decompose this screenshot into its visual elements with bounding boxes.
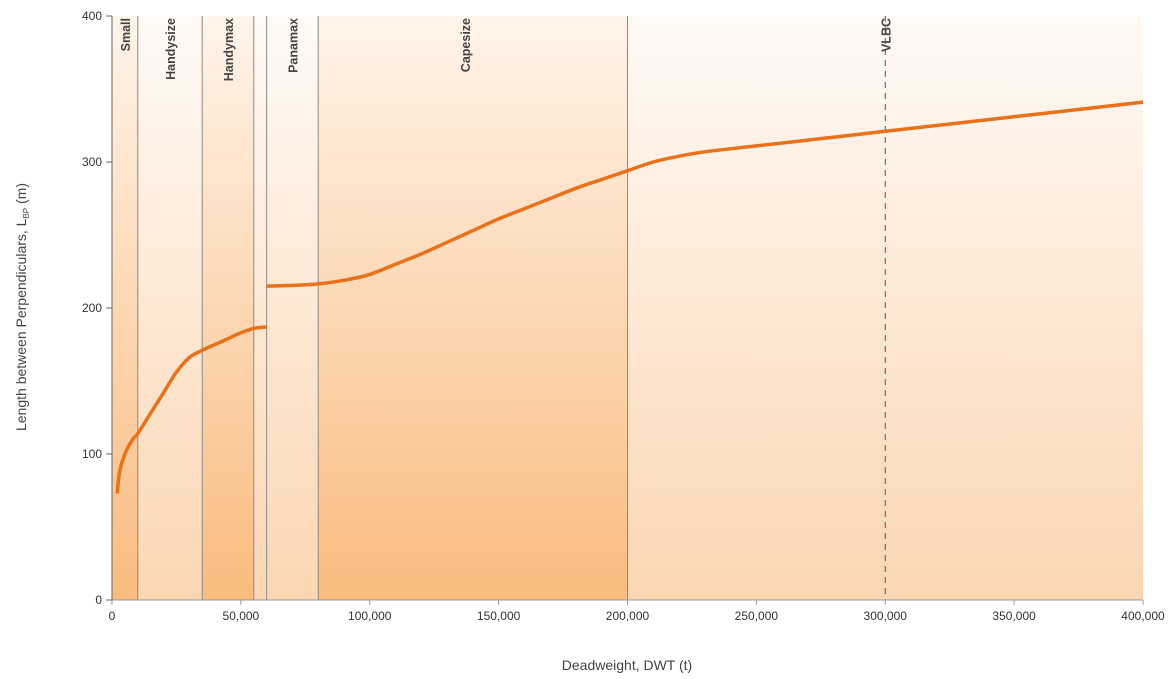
x-tick-label-400000: 400,000 (1121, 609, 1165, 623)
band-region-5 (318, 16, 628, 600)
x-tick-label-0: 0 (109, 609, 116, 623)
axes: 0 100 200 300 400 0 50,000 100,000 150,000 200,00… (82, 9, 1165, 623)
x-tick-label-250000: 250,000 (735, 609, 779, 623)
x-tick-label-100000: 100,000 (348, 609, 392, 623)
y-axis-title-main: Length between Perpendiculars, L (13, 218, 29, 431)
x-tick-label-350000: 350,000 (992, 609, 1036, 623)
band-label-handysize: Handysize (164, 18, 178, 80)
size-bands (112, 16, 1143, 600)
band-region-3 (253, 16, 267, 600)
x-axis-title: Deadweight, DWT (t) (562, 657, 692, 673)
x-tick-label-50000: 50,000 (223, 609, 260, 623)
band-labels: Small Handysize Handymax Panamax Capesize VLB… (119, 18, 893, 81)
y-axis-title-unit: (m) (13, 183, 29, 208)
x-tick-label-150000: 150,000 (477, 609, 521, 623)
series-line-0-segment-1 (266, 100, 1144, 288)
band-region-7 (885, 16, 1143, 600)
band-label-capesize: Capesize (459, 18, 473, 72)
y-tick-label-300: 300 (82, 155, 102, 169)
series (115, 100, 1144, 494)
band-region-6 (627, 16, 886, 600)
band-region-1 (137, 16, 203, 600)
band-label-handymax: Handymax (222, 18, 236, 81)
band-region-0 (112, 16, 138, 600)
y-tick-label-0: 0 (95, 593, 102, 607)
band-label-vlbc: VLBC (879, 18, 893, 52)
band-region-2 (202, 16, 254, 600)
y-tick-label-400: 400 (82, 9, 102, 23)
band-label-small: Small (119, 18, 133, 51)
series-line-0-segment-0 (115, 325, 267, 494)
y-axis-title: Length between Perpendiculars, LBP (m) (13, 183, 31, 431)
band-label-panamax: Panamax (286, 18, 300, 73)
x-tick-label-300000: 300,000 (864, 609, 908, 623)
y-axis-title-subscript: BP (22, 208, 31, 219)
band-region-4 (266, 16, 319, 600)
class-boundaries (137, 16, 886, 600)
y-tick-label-200: 200 (82, 301, 102, 315)
x-tick-label-200000: 200,000 (606, 609, 650, 623)
y-tick-label-100: 100 (82, 447, 102, 461)
